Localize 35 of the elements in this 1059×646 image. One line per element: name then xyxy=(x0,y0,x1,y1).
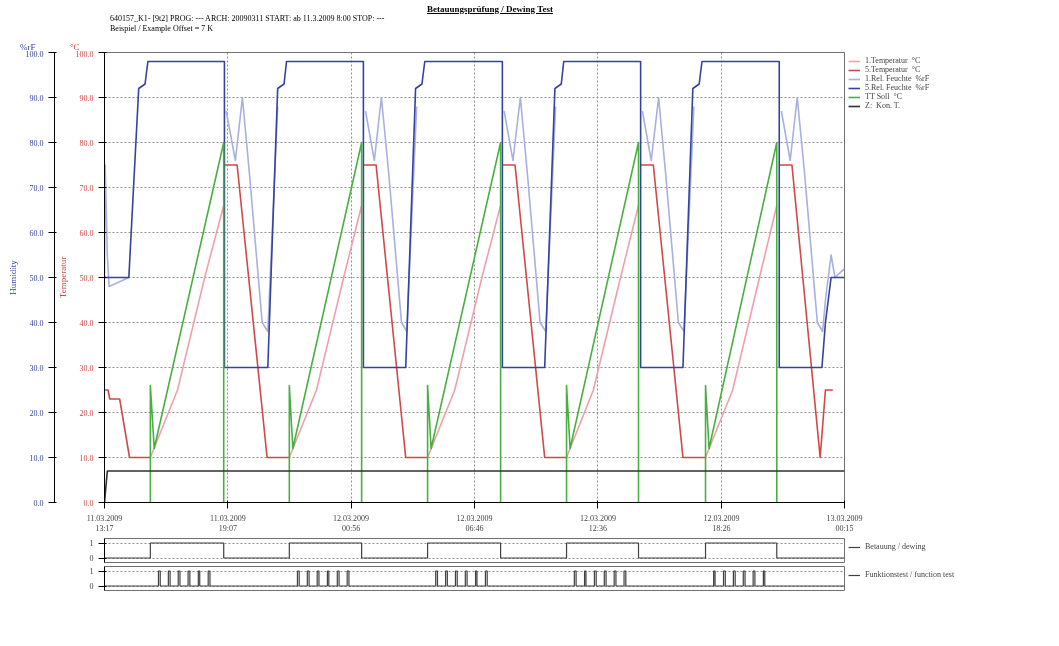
y-tick-label: 50.0 xyxy=(29,273,44,283)
y-tick-label: 80.0 xyxy=(29,138,44,148)
x-tick-label: 12.03.2009 12:36 xyxy=(579,513,616,534)
legend-label: 1.Rel. Feuchte %rF xyxy=(865,74,930,83)
legend-label: 1.Temperatur °C xyxy=(865,56,921,65)
y-axis-title: Humidity xyxy=(7,259,18,295)
legend-label: 5.Temperatur °C xyxy=(865,65,921,74)
y-tick-label: 0 xyxy=(89,582,94,591)
legend-label: Z: Kon. T. xyxy=(865,101,901,110)
y-tick-label: 1 xyxy=(89,539,94,548)
y-tick-label: 0.0 xyxy=(33,498,44,508)
y-tick-label: 0 xyxy=(89,554,94,563)
x-tick-label: 13.03.2009 00:15 xyxy=(826,513,863,534)
y2-axis-title: Temperatur xyxy=(57,256,68,299)
y-tick-label: 70.0 xyxy=(29,183,44,193)
text: Funktionstest / function test xyxy=(865,570,955,579)
legend-label: 5.Rel. Feuchte %rF xyxy=(865,83,930,92)
y-tick-label: 90.0 xyxy=(29,93,44,103)
line-series xyxy=(104,60,845,369)
y-tick-label: 20.0 xyxy=(29,408,44,418)
y-tick-label: 100.0 xyxy=(25,49,44,59)
y-tick-label: 30.0 xyxy=(29,363,44,373)
y-tick-label: 40.0 xyxy=(29,318,44,328)
chart-subtitle: 640157_K1- [9t2] PROG: --- ARCH: 20090311 START: ab 11.3.2009 8:00 STOP: --- Beispiel / Example Offset = 7 K xyxy=(109,14,385,34)
y-tick-label: 1 xyxy=(89,567,94,576)
chart-title: Betauungsprüfung / Dewing Test xyxy=(426,3,554,16)
legend-label: TT Soll °C xyxy=(865,92,903,101)
x-tick-label: 11.03.2009 19:07 xyxy=(210,513,246,534)
x-tick-label: 12.03.2009 06:46 xyxy=(456,513,493,534)
y-tick-label: 60.0 xyxy=(29,228,44,238)
x-tick-label: 12.03.2009 18:26 xyxy=(703,513,740,534)
x-tick-label: 11.03.2009 13:17 xyxy=(86,513,123,534)
y-tick-label: 10.0 xyxy=(29,453,44,463)
legend-label: Betauung / dewing xyxy=(865,542,926,551)
x-tick-label: 12.03.2009 00:56 xyxy=(333,513,370,534)
